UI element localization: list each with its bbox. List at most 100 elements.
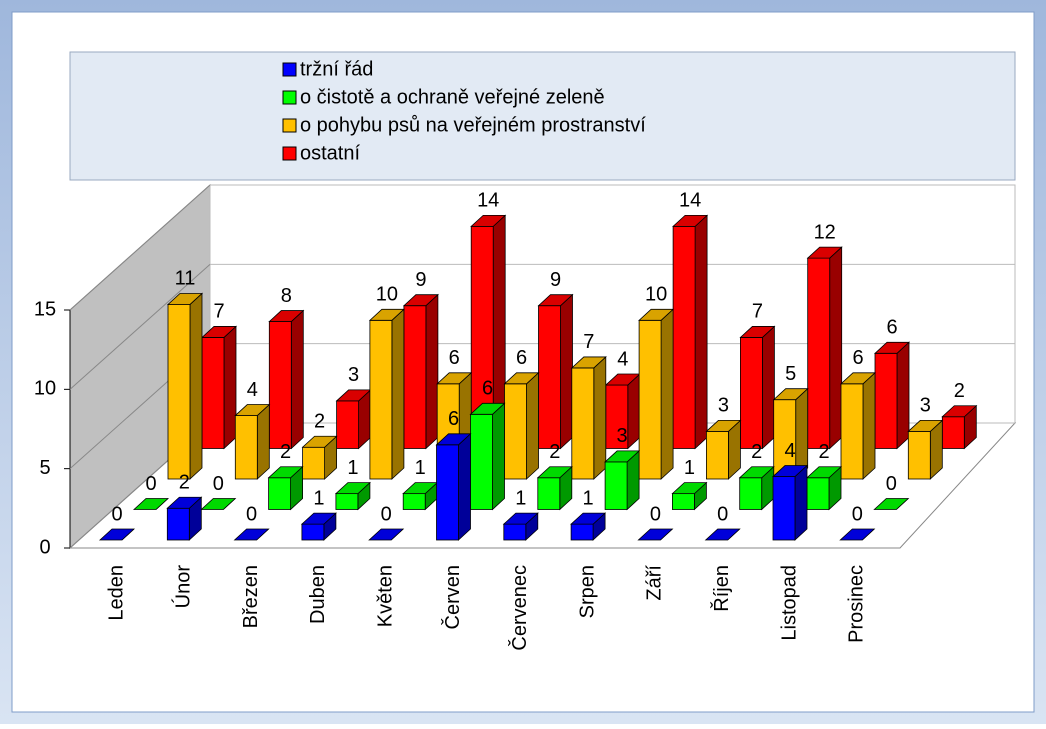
bar xyxy=(739,325,776,450)
bar xyxy=(335,388,372,450)
bar xyxy=(537,293,574,450)
bar-side xyxy=(694,214,708,450)
bar-top xyxy=(537,294,574,307)
value-label: 10 xyxy=(645,284,667,306)
bar-top xyxy=(233,528,270,541)
x-tick-label: Srpen xyxy=(576,565,598,618)
bar-top xyxy=(941,405,978,418)
bar-top xyxy=(907,419,944,432)
bar-side xyxy=(829,246,843,450)
value-label: 0 xyxy=(111,503,122,525)
bar-front xyxy=(369,319,393,480)
bar-top xyxy=(402,294,439,307)
grid-line xyxy=(69,263,211,390)
value-label: 0 xyxy=(381,503,392,525)
value-label: 4 xyxy=(247,379,258,401)
bar-top xyxy=(334,482,371,495)
bar-side xyxy=(189,292,203,480)
bar-side xyxy=(492,402,505,511)
legend-swatch xyxy=(282,90,297,105)
bar-front xyxy=(772,476,796,541)
bar xyxy=(368,528,405,541)
value-label: 7 xyxy=(752,301,763,323)
bar xyxy=(233,528,270,541)
bar-front xyxy=(201,337,225,449)
bar-top xyxy=(503,372,540,385)
bar-front xyxy=(301,523,325,541)
bar-top xyxy=(368,308,405,321)
bar-side xyxy=(526,371,539,480)
bar-side xyxy=(660,308,674,480)
bar-front xyxy=(234,415,258,480)
bar-side xyxy=(862,371,876,480)
bar xyxy=(200,498,237,510)
bar xyxy=(132,498,170,510)
value-label: 0 xyxy=(145,473,156,495)
value-label: 7 xyxy=(583,331,594,353)
bar-top xyxy=(637,528,674,541)
bar-front xyxy=(402,493,426,510)
bar-front xyxy=(638,319,662,480)
bar xyxy=(941,404,978,450)
bar xyxy=(469,402,506,511)
bar-front xyxy=(470,413,493,510)
bar xyxy=(604,373,641,450)
bar xyxy=(907,419,944,480)
value-label: 6 xyxy=(886,317,897,339)
bar-top xyxy=(839,528,876,541)
bar xyxy=(301,435,338,480)
bar-front xyxy=(807,257,831,449)
bar-top xyxy=(739,326,776,338)
bar-top xyxy=(166,496,203,509)
bar-front xyxy=(840,383,864,480)
bar-top xyxy=(873,498,910,510)
bar-top xyxy=(671,482,708,495)
bar-side xyxy=(593,356,607,480)
x-tick-label: Červen xyxy=(441,565,464,629)
value-label: 1 xyxy=(347,457,358,479)
bar xyxy=(268,309,305,450)
value-label: 6 xyxy=(448,408,459,430)
bar-top xyxy=(301,435,338,448)
y-tick-label: 15 xyxy=(34,298,56,320)
bar-top xyxy=(470,214,507,227)
bar xyxy=(637,528,674,541)
bar-side xyxy=(223,325,237,450)
x-tick-label: Prosinec xyxy=(846,565,868,643)
legend-swatch xyxy=(282,62,297,77)
value-label: 0 xyxy=(852,503,863,525)
bar-front xyxy=(740,337,763,449)
bar xyxy=(402,293,439,450)
bar-side xyxy=(391,308,405,480)
bar xyxy=(166,292,204,480)
bar-side xyxy=(425,293,439,450)
bar xyxy=(300,512,337,541)
value-label: 0 xyxy=(886,473,897,495)
value-label: 11 xyxy=(175,268,196,290)
value-label: 1 xyxy=(415,457,426,479)
value-label: 3 xyxy=(617,425,628,447)
y-tick-label: 10 xyxy=(34,378,56,400)
value-label: 8 xyxy=(281,285,292,307)
bar xyxy=(368,308,405,480)
legend-label: o pohybu psů na veřejném prostranství xyxy=(300,114,646,136)
x-tick-label: Listopad xyxy=(778,565,800,641)
bar-top xyxy=(436,372,473,385)
bar xyxy=(805,465,843,511)
bar-top xyxy=(705,419,742,432)
bar-front xyxy=(571,367,595,480)
bar-front xyxy=(335,493,359,510)
bar-top xyxy=(771,465,809,477)
bar-front xyxy=(706,430,729,480)
value-label: 6 xyxy=(482,378,493,400)
bar-front xyxy=(538,305,561,449)
bar-front xyxy=(537,477,561,510)
value-label: 14 xyxy=(679,190,701,212)
bar xyxy=(166,496,203,541)
bar-top xyxy=(806,246,843,259)
bar-top xyxy=(469,402,506,415)
bar-top xyxy=(536,466,573,479)
bar xyxy=(771,464,809,541)
bar-side xyxy=(794,464,808,541)
